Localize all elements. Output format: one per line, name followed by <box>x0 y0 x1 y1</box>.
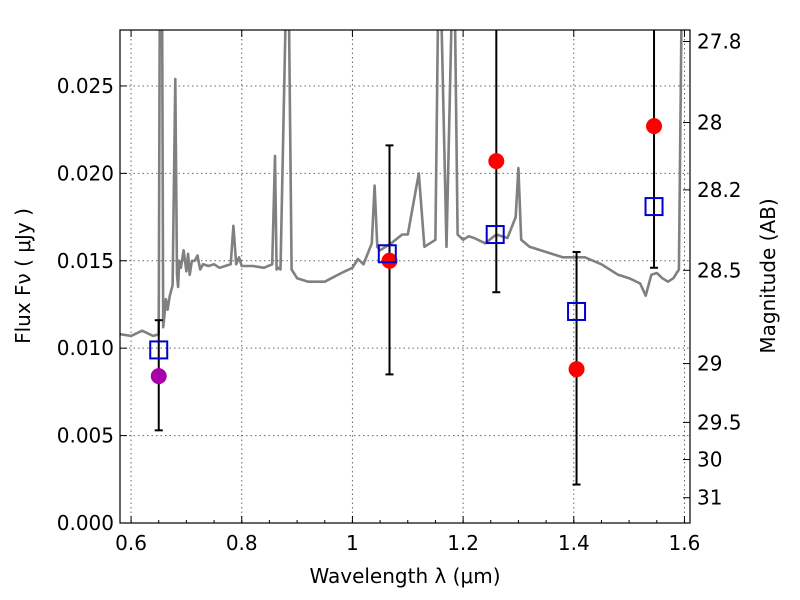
y-axis-right-label: Magnitude (AB) <box>756 198 780 353</box>
y-tick-label: 0.005 <box>57 424 114 448</box>
y-tick-label: 0.000 <box>57 511 114 535</box>
model-flux-point <box>644 197 664 217</box>
grid <box>120 30 690 523</box>
model-flux-point <box>567 301 587 321</box>
observed-point <box>568 361 585 378</box>
y-tick-label: 0.010 <box>57 336 114 360</box>
markers <box>149 118 664 385</box>
x-tick-label: 0.8 <box>226 531 258 555</box>
observed-point <box>381 252 398 269</box>
y-right-tick-label: 30 <box>697 448 722 472</box>
y-right-tick-label: 29.5 <box>697 410 742 434</box>
y-right-tick-label: 28.2 <box>697 178 742 202</box>
y-right-tick-label: 31 <box>697 486 722 510</box>
template-spectrum-line <box>120 30 683 338</box>
axes: 0.6 0.8 1 1.2 1.4 1.6 0.000 0.005 0.010 0.015 0.02… <box>57 29 742 555</box>
model-flux-point <box>485 225 505 245</box>
x-tick-label: 1 <box>346 531 359 555</box>
observed-point <box>646 118 663 135</box>
plot-area <box>120 30 683 338</box>
model-flux-point <box>377 244 397 264</box>
x-axis-label: Wavelength λ (μm) <box>309 564 500 588</box>
y-tick-label: 0.025 <box>57 74 114 98</box>
y-right-tick-label: 29 <box>697 352 722 376</box>
y-right-tick-label: 28.5 <box>697 258 742 282</box>
model-flux-point <box>149 340 169 360</box>
plot-frame <box>119 29 691 524</box>
y-axis-label: Flux Fν ( μJy ) <box>11 208 35 344</box>
y-right-tick-label: 28 <box>697 111 722 135</box>
y-right-tick-label: 27.8 <box>697 29 742 53</box>
observed-point <box>150 368 167 385</box>
x-tick-label: 0.6 <box>115 531 147 555</box>
x-tick-label: 1.2 <box>447 531 479 555</box>
x-tick-label: 1.6 <box>669 531 701 555</box>
y-tick-label: 0.020 <box>57 161 114 185</box>
y-tick-label: 0.015 <box>57 249 114 273</box>
x-tick-label: 1.4 <box>558 531 590 555</box>
observed-point <box>488 153 505 170</box>
